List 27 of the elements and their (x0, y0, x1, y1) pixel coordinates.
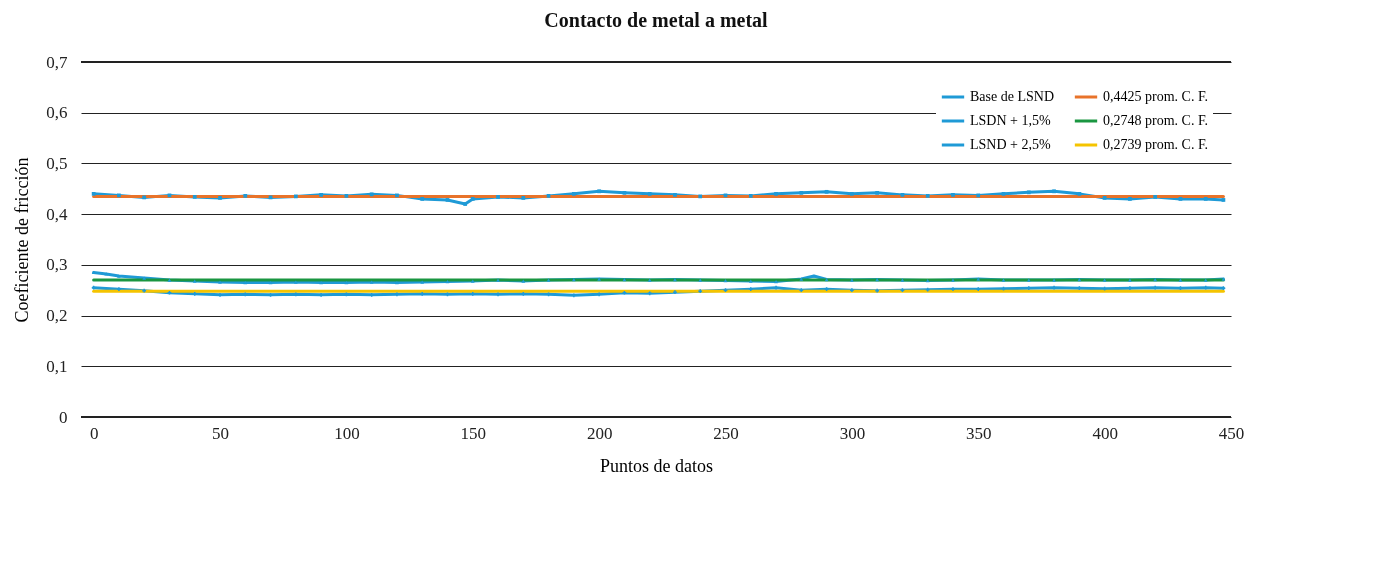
y-tick-label: 0,4 (46, 204, 68, 224)
legend-label: 0,2739 prom. C. F. (1103, 137, 1209, 152)
chart-title: Contacto de metal a metal (544, 9, 769, 31)
x-tick-label: 350 (966, 423, 992, 443)
legend-label: 0,4425 prom. C. F. (1103, 89, 1209, 104)
y-axis-title: Coeficiente de fricción (12, 157, 33, 323)
x-tick-label: 150 (460, 423, 487, 443)
x-tick-label: 450 (1218, 423, 1245, 443)
x-tick-label: 400 (1092, 423, 1118, 443)
x-tick-label: 300 (839, 423, 866, 443)
y-tick-label: 0,2 (46, 306, 68, 326)
x-tick-label: 200 (586, 423, 613, 443)
x-tick-label: 250 (713, 423, 739, 443)
legend-label: LSND + 2,5% (970, 137, 1051, 152)
y-tick-label: 0,7 (46, 52, 68, 72)
y-tick-label: 0,1 (46, 356, 68, 376)
x-tick-label: 0 (89, 423, 99, 443)
legend-label: 0,2748 prom. C. F. (1103, 113, 1209, 128)
y-tick-label: 0,5 (46, 153, 68, 173)
y-tick-label: 0 (59, 407, 68, 427)
y-tick-label: 0,3 (46, 255, 68, 275)
legend-label: LSDN + 1,5% (970, 113, 1051, 128)
legend-label: Base de LSND (970, 89, 1054, 104)
x-axis-title: Puntos de datos (599, 455, 714, 476)
x-tick-label: 100 (334, 423, 360, 443)
y-tick-label: 0,6 (46, 103, 68, 123)
x-tick-label: 50 (212, 423, 230, 443)
